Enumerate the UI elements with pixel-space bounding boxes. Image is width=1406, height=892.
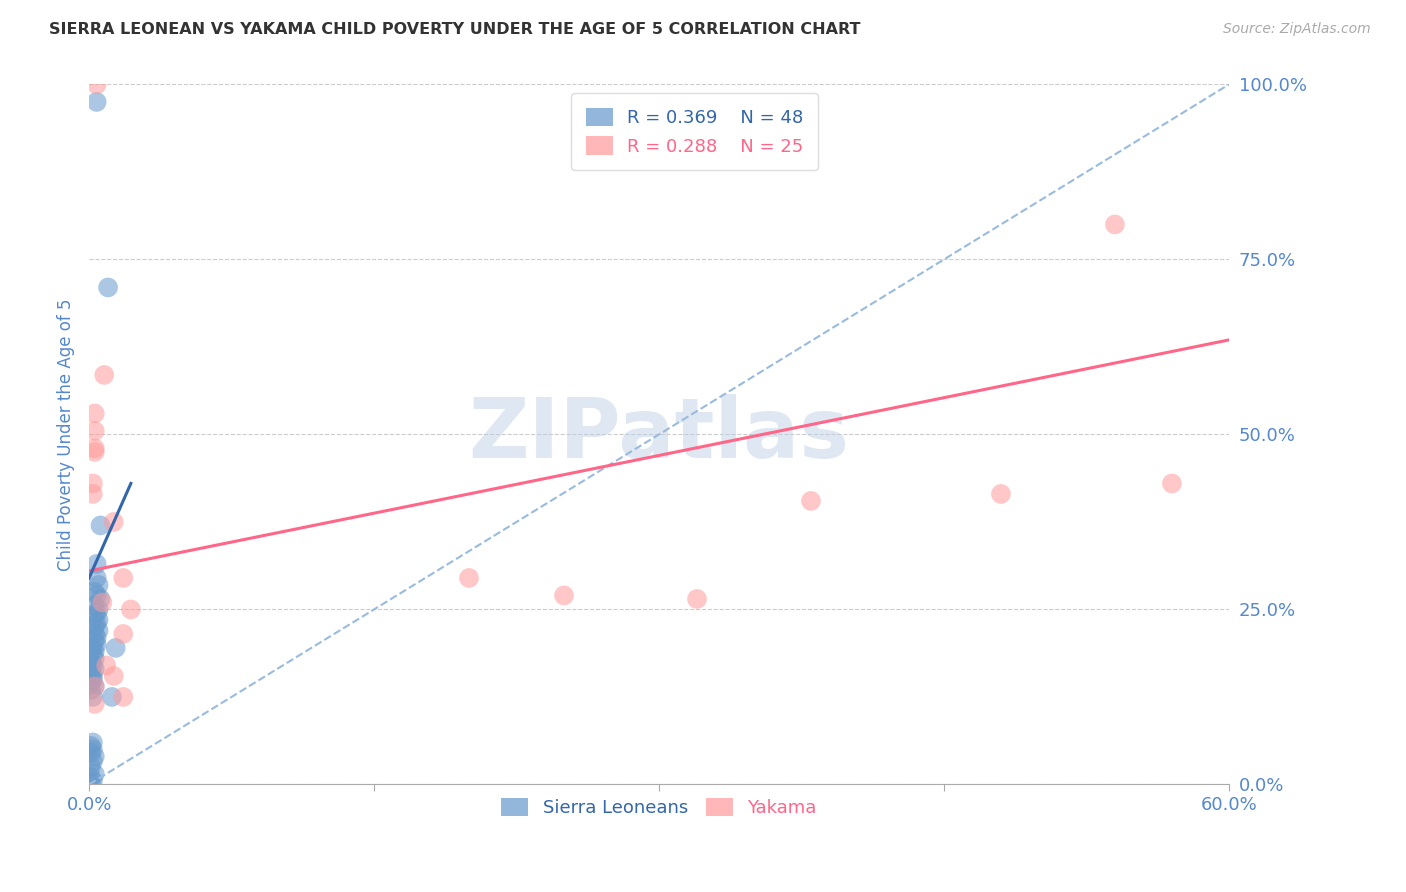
Point: [112, 627, 135, 641]
Y-axis label: Child Poverty Under the Age of 5: Child Poverty Under the Age of 5: [58, 298, 75, 571]
Point: [82, 487, 104, 501]
Point: [686, 591, 709, 606]
Point: [990, 487, 1012, 501]
Point: [86, 589, 108, 603]
Point: [80, 676, 103, 690]
Point: [83, 662, 105, 676]
Text: ZIPatlas: ZIPatlas: [468, 394, 849, 475]
Point: [83, 680, 105, 694]
Point: [86, 606, 108, 620]
Point: [83, 697, 105, 711]
Point: [86, 637, 108, 651]
Point: [83, 609, 105, 624]
Point: [83, 644, 105, 658]
Point: [83, 406, 105, 420]
Point: [80, 655, 103, 669]
Point: [80, 682, 103, 697]
Point: [1104, 218, 1126, 232]
Point: [97, 280, 120, 294]
Point: [82, 742, 104, 756]
Point: [82, 690, 104, 704]
Point: [83, 634, 105, 648]
Point: [1161, 476, 1184, 491]
Point: [83, 445, 105, 459]
Point: [87, 578, 110, 592]
Point: [89, 518, 111, 533]
Point: [80, 739, 103, 753]
Point: [103, 515, 125, 529]
Point: [93, 368, 115, 382]
Point: [82, 773, 104, 788]
Point: [82, 658, 104, 673]
Point: [800, 494, 823, 508]
Point: [80, 760, 103, 774]
Point: [80, 776, 103, 790]
Point: [112, 571, 135, 585]
Point: [82, 669, 104, 683]
Point: [553, 589, 575, 603]
Point: [80, 771, 103, 785]
Point: [89, 591, 111, 606]
Point: [104, 640, 127, 655]
Point: [80, 746, 103, 760]
Point: [87, 602, 110, 616]
Point: [82, 648, 104, 662]
Point: [83, 442, 105, 456]
Point: [112, 690, 135, 704]
Point: [458, 571, 481, 585]
Point: [83, 627, 105, 641]
Point: [120, 602, 142, 616]
Point: [96, 658, 118, 673]
Point: [101, 690, 124, 704]
Point: [82, 673, 104, 687]
Point: [86, 571, 108, 585]
Point: [83, 651, 105, 665]
Point: [87, 613, 110, 627]
Point: [83, 424, 105, 438]
Point: [83, 599, 105, 613]
Point: [83, 680, 105, 694]
Point: [103, 669, 125, 683]
Point: [86, 78, 108, 92]
Point: [83, 749, 105, 764]
Point: [87, 624, 110, 638]
Point: [86, 631, 108, 645]
Point: [83, 767, 105, 781]
Point: [80, 665, 103, 680]
Point: [82, 755, 104, 769]
Point: [83, 585, 105, 599]
Point: [86, 616, 108, 631]
Point: [82, 640, 104, 655]
Point: [83, 620, 105, 634]
Point: [82, 735, 104, 749]
Point: [82, 476, 104, 491]
Legend: Sierra Leoneans, Yakama: Sierra Leoneans, Yakama: [494, 790, 824, 824]
Text: SIERRA LEONEAN VS YAKAMA CHILD POVERTY UNDER THE AGE OF 5 CORRELATION CHART: SIERRA LEONEAN VS YAKAMA CHILD POVERTY U…: [49, 22, 860, 37]
Point: [91, 595, 114, 609]
Point: [86, 557, 108, 571]
Text: Source: ZipAtlas.com: Source: ZipAtlas.com: [1223, 22, 1371, 37]
Point: [86, 95, 108, 109]
